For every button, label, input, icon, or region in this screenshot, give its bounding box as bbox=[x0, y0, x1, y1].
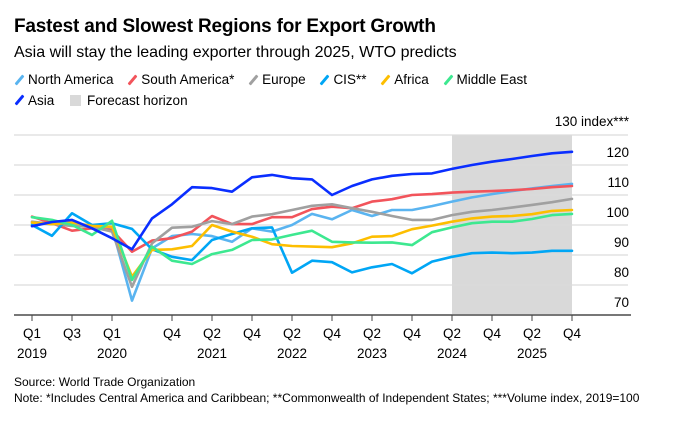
legend-label: CIS** bbox=[333, 72, 367, 87]
x-tick-label: Q4 bbox=[403, 326, 422, 341]
y-tick-label: 110 bbox=[607, 175, 629, 190]
y-tick-label: 80 bbox=[614, 265, 629, 280]
series-line-cis bbox=[30, 212, 574, 275]
x-tick-label: Q4 bbox=[243, 326, 262, 341]
x-tick-year-label: 2021 bbox=[197, 346, 227, 361]
y-tick-label: 120 bbox=[606, 145, 629, 160]
legend-item-forecast-horizon: Forecast horizon bbox=[68, 91, 188, 110]
legend-label: North America bbox=[28, 72, 114, 87]
series-line-asia bbox=[30, 150, 574, 251]
series-line-north-america bbox=[30, 182, 574, 302]
source-text: Source: World Trade Organization bbox=[14, 375, 196, 389]
legend-item-europe: Europe bbox=[248, 70, 306, 89]
chart-subtitle: Asia will stay the leading exporter thro… bbox=[14, 44, 457, 61]
note-text: Note: *Includes Central America and Cari… bbox=[14, 391, 640, 405]
legend-label: Africa bbox=[394, 72, 429, 87]
series-line-middle-east bbox=[30, 212, 574, 282]
x-tick-label: Q1 bbox=[23, 326, 41, 341]
legend-item-africa: Africa bbox=[380, 70, 429, 89]
series-line-europe bbox=[30, 197, 574, 289]
x-tick-year-label: 2019 bbox=[17, 346, 47, 361]
legend-item-north-america: North America bbox=[14, 70, 114, 89]
x-tick-year-label: 2022 bbox=[277, 346, 307, 361]
y-tick-label: 100 bbox=[606, 205, 629, 220]
chart-title: Fastest and Slowest Regions for Export G… bbox=[14, 16, 436, 37]
y-tick-label: 90 bbox=[614, 235, 629, 250]
legend-item-asia: Asia bbox=[14, 91, 54, 110]
legend-label: Middle East bbox=[456, 72, 528, 87]
x-tick-label: Q4 bbox=[483, 326, 502, 341]
x-tick-year-label: 2025 bbox=[517, 346, 547, 361]
legend-swatch bbox=[70, 95, 82, 106]
legend-label: Forecast horizon bbox=[87, 93, 188, 108]
footer: Source: World Trade Organization Note: *… bbox=[14, 374, 654, 406]
x-tick-label: Q2 bbox=[283, 326, 301, 341]
x-tick-label: Q2 bbox=[363, 326, 381, 341]
y-unit-label: 130 index*** bbox=[555, 114, 630, 129]
legend: North America South America* Europe CIS*… bbox=[14, 70, 574, 111]
series-line-south-america bbox=[30, 184, 574, 253]
x-tick-label: Q4 bbox=[323, 326, 342, 341]
legend-item-south-america: South America* bbox=[127, 70, 234, 89]
legend-label: Europe bbox=[262, 72, 306, 87]
x-tick-year-label: 2020 bbox=[97, 346, 127, 361]
legend-label: South America* bbox=[141, 72, 235, 87]
x-tick-label: Q4 bbox=[163, 326, 182, 341]
legend-item-middle-east: Middle East bbox=[442, 70, 528, 89]
x-tick-year-label: 2023 bbox=[357, 346, 387, 361]
x-tick-label: Q2 bbox=[443, 326, 461, 341]
y-tick-label: 70 bbox=[614, 295, 629, 310]
legend-item-cis: CIS** bbox=[319, 70, 366, 89]
x-tick-label: Q4 bbox=[563, 326, 582, 341]
x-tick-label: Q3 bbox=[63, 326, 81, 341]
x-tick-label: Q1 bbox=[103, 326, 121, 341]
legend-label: Asia bbox=[28, 92, 55, 108]
x-tick-year-label: 2024 bbox=[437, 346, 468, 361]
x-tick-label: Q2 bbox=[523, 326, 541, 341]
x-tick-label: Q2 bbox=[203, 326, 221, 341]
